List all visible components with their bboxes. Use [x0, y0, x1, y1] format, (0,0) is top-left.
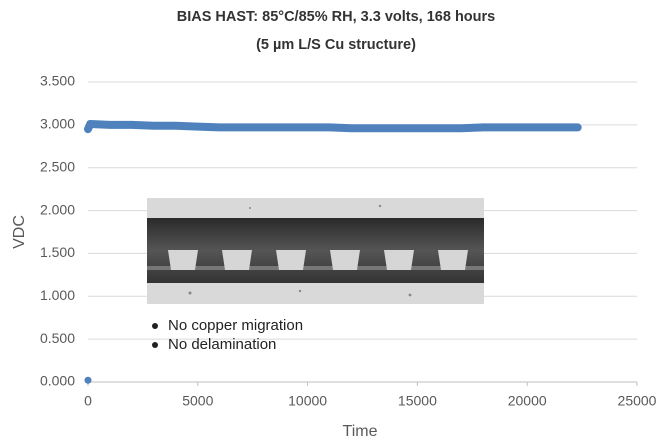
bullet: [152, 323, 158, 329]
y-tick-label: 0.000: [40, 373, 75, 389]
x-tick-label: 10000: [288, 393, 327, 409]
image-specks: [188, 204, 412, 297]
image-layer: [147, 218, 484, 283]
y-axis-label: VDC: [11, 215, 28, 249]
x-tick-label: 5000: [182, 393, 213, 409]
annotation: No delamination: [168, 336, 276, 353]
chart-title: BIAS HAST: 85°C/85% RH, 3.3 volts, 168 h…: [177, 9, 495, 25]
x-tick-label: 20000: [508, 393, 547, 409]
y-tick-label: 3.000: [40, 116, 75, 132]
chart-subtitle: (5 µm L/S Cu structure): [256, 37, 416, 53]
y-tick-label: 1.500: [40, 244, 75, 260]
y-tick-label: 1.000: [40, 287, 75, 303]
y-tick-label: 2.500: [40, 158, 75, 174]
x-tick-label: 0: [84, 393, 92, 409]
x-tick-label: 25000: [618, 393, 657, 409]
x-axis-label: Time: [343, 423, 378, 440]
data-point: [84, 376, 92, 384]
x-tick-label: 15000: [398, 393, 437, 409]
y-tick-label: 3.500: [40, 73, 75, 89]
data-line: [84, 120, 582, 134]
y-tick-label: 0.500: [40, 330, 75, 346]
annotation: No copper migration: [168, 317, 303, 334]
inset-image: [147, 198, 484, 304]
image-layer: [147, 266, 484, 270]
bullet: [152, 342, 158, 348]
y-tick-label: 2.000: [40, 201, 75, 217]
image-lines: [168, 250, 468, 270]
